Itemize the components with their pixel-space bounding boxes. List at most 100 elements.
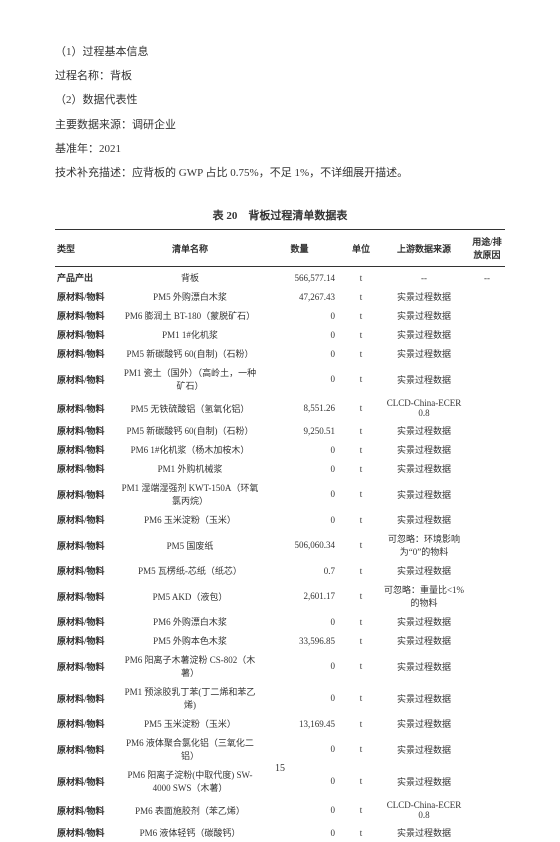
cell-type: 原材料/物料 — [55, 529, 118, 561]
cell-unit: t — [343, 325, 379, 344]
cell-unit: t — [343, 650, 379, 682]
table-row: 原材料/物料PM1 湿端湿强剂 KWT-150A（环氧氯丙烷）0t实景过程数据 — [55, 478, 505, 510]
cell-reason — [469, 478, 505, 510]
cell-src: 实景过程数据 — [379, 733, 469, 765]
cell-unit: t — [343, 510, 379, 529]
cell-reason — [469, 561, 505, 580]
cell-src: 实景过程数据 — [379, 440, 469, 459]
table-row: 原材料/物料PM5 玉米淀粉（玉米）13,169.45t实景过程数据 — [55, 714, 505, 733]
cell-type: 原材料/物料 — [55, 421, 118, 440]
cell-type: 原材料/物料 — [55, 714, 118, 733]
cell-name: PM1 预涂胶乳丁苯(丁二烯和苯乙烯) — [118, 682, 262, 714]
cell-unit: t — [343, 561, 379, 580]
cell-src: 实景过程数据 — [379, 306, 469, 325]
cell-reason — [469, 459, 505, 478]
cell-unit: t — [343, 682, 379, 714]
cell-name: PM6 液体轻钙（碳酸钙） — [118, 823, 262, 842]
cell-qty: 0 — [262, 612, 343, 631]
cell-qty: 8,551.26 — [262, 395, 343, 421]
cell-type: 原材料/物料 — [55, 682, 118, 714]
cell-src: 实景过程数据 — [379, 510, 469, 529]
info-l2: 过程名称：背板 — [55, 64, 505, 88]
cell-type: 原材料/物料 — [55, 325, 118, 344]
cell-qty: 33,596.85 — [262, 631, 343, 650]
cell-type: 原材料/物料 — [55, 510, 118, 529]
cell-qty: 0 — [262, 325, 343, 344]
cell-src: 实景过程数据 — [379, 561, 469, 580]
cell-type: 原材料/物料 — [55, 797, 118, 823]
cell-name: PM6 液体聚合氯化铝（三氧化二铝） — [118, 733, 262, 765]
cell-reason — [469, 510, 505, 529]
cell-unit: t — [343, 363, 379, 395]
table-row: 产品产出背板566,577.14t---- — [55, 267, 505, 288]
cell-unit: t — [343, 306, 379, 325]
cell-name: PM1 1#化机浆 — [118, 325, 262, 344]
cell-qty: 0 — [262, 306, 343, 325]
cell-reason — [469, 440, 505, 459]
table-row: 原材料/物料PM5 外购本色木浆33,596.85t实景过程数据 — [55, 631, 505, 650]
cell-reason — [469, 344, 505, 363]
cell-qty: 0 — [262, 478, 343, 510]
cell-type: 原材料/物料 — [55, 650, 118, 682]
cell-type: 原材料/物料 — [55, 823, 118, 842]
cell-name: PM6 表面施胶剂（苯乙烯） — [118, 797, 262, 823]
cell-name: PM5 AKD（液包） — [118, 580, 262, 612]
cell-src: 实景过程数据 — [379, 459, 469, 478]
cell-src: 实景过程数据 — [379, 363, 469, 395]
cell-qty: 0.7 — [262, 561, 343, 580]
cell-type: 原材料/物料 — [55, 733, 118, 765]
cell-name: PM1 瓷土（国外）（高岭土，一种矿石） — [118, 363, 262, 395]
data-table: 类型 清单名称 数量 单位 上游数据来源 用途/排放原因 产品产出背板566,5… — [55, 229, 505, 842]
cell-unit: t — [343, 440, 379, 459]
table-row: 原材料/物料PM5 AKD（液包）2,601.17t可忽略：重量比<1%的物料 — [55, 580, 505, 612]
cell-name: PM5 新碳酸钙 60(自制)（石粉） — [118, 421, 262, 440]
table-title: 表 20 背板过程清单数据表 — [55, 207, 505, 223]
cell-reason — [469, 325, 505, 344]
cell-name: PM1 湿端湿强剂 KWT-150A（环氧氯丙烷） — [118, 478, 262, 510]
cell-qty: 0 — [262, 733, 343, 765]
cell-reason — [469, 395, 505, 421]
cell-name: PM6 1#化机浆（杨木加桉木） — [118, 440, 262, 459]
header-row: 类型 清单名称 数量 单位 上游数据来源 用途/排放原因 — [55, 230, 505, 267]
cell-type: 产品产出 — [55, 267, 118, 288]
cell-src: 可忽略：重量比<1%的物料 — [379, 580, 469, 612]
info-l1: （1）过程基本信息 — [55, 40, 505, 64]
cell-reason — [469, 363, 505, 395]
table-row: 原材料/物料PM1 外购机械浆0t实景过程数据 — [55, 459, 505, 478]
table-row: 原材料/物料PM1 瓷土（国外）（高岭土，一种矿石）0t实景过程数据 — [55, 363, 505, 395]
cell-type: 原材料/物料 — [55, 459, 118, 478]
cell-type: 原材料/物料 — [55, 631, 118, 650]
cell-reason — [469, 797, 505, 823]
cell-qty: 566,577.14 — [262, 267, 343, 288]
cell-name: PM6 玉米淀粉（玉米） — [118, 510, 262, 529]
cell-name: PM5 国废纸 — [118, 529, 262, 561]
cell-qty: 0 — [262, 459, 343, 478]
cell-reason — [469, 714, 505, 733]
cell-name: PM6 阳离子木薯淀粉 CS-802（木薯） — [118, 650, 262, 682]
cell-qty: 0 — [262, 823, 343, 842]
cell-src: 实景过程数据 — [379, 612, 469, 631]
cell-name: PM6 膨润土 BT-180（蒙脱矿石） — [118, 306, 262, 325]
th-src: 上游数据来源 — [379, 230, 469, 267]
th-name: 清单名称 — [118, 230, 262, 267]
th-type: 类型 — [55, 230, 118, 267]
cell-qty: 0 — [262, 510, 343, 529]
cell-name: PM5 瓦楞纸-芯纸（纸芯） — [118, 561, 262, 580]
cell-reason — [469, 306, 505, 325]
cell-reason — [469, 733, 505, 765]
table-row: 原材料/物料PM5 新碳酸钙 60(自制)（石粉）0t实景过程数据 — [55, 344, 505, 363]
table-row: 原材料/物料PM6 阳离子木薯淀粉 CS-802（木薯）0t实景过程数据 — [55, 650, 505, 682]
cell-src: 实景过程数据 — [379, 421, 469, 440]
cell-src: 实景过程数据 — [379, 287, 469, 306]
cell-reason — [469, 287, 505, 306]
cell-reason — [469, 650, 505, 682]
table-row: 原材料/物料PM5 国废纸506,060.34t可忽略：环境影响为“0”的物料 — [55, 529, 505, 561]
cell-type: 原材料/物料 — [55, 612, 118, 631]
table-row: 原材料/物料PM1 预涂胶乳丁苯(丁二烯和苯乙烯)0t实景过程数据 — [55, 682, 505, 714]
table-row: 原材料/物料PM6 玉米淀粉（玉米）0t实景过程数据 — [55, 510, 505, 529]
cell-type: 原材料/物料 — [55, 561, 118, 580]
cell-src: 实景过程数据 — [379, 344, 469, 363]
cell-qty: 13,169.45 — [262, 714, 343, 733]
cell-type: 原材料/物料 — [55, 363, 118, 395]
cell-qty: 0 — [262, 650, 343, 682]
